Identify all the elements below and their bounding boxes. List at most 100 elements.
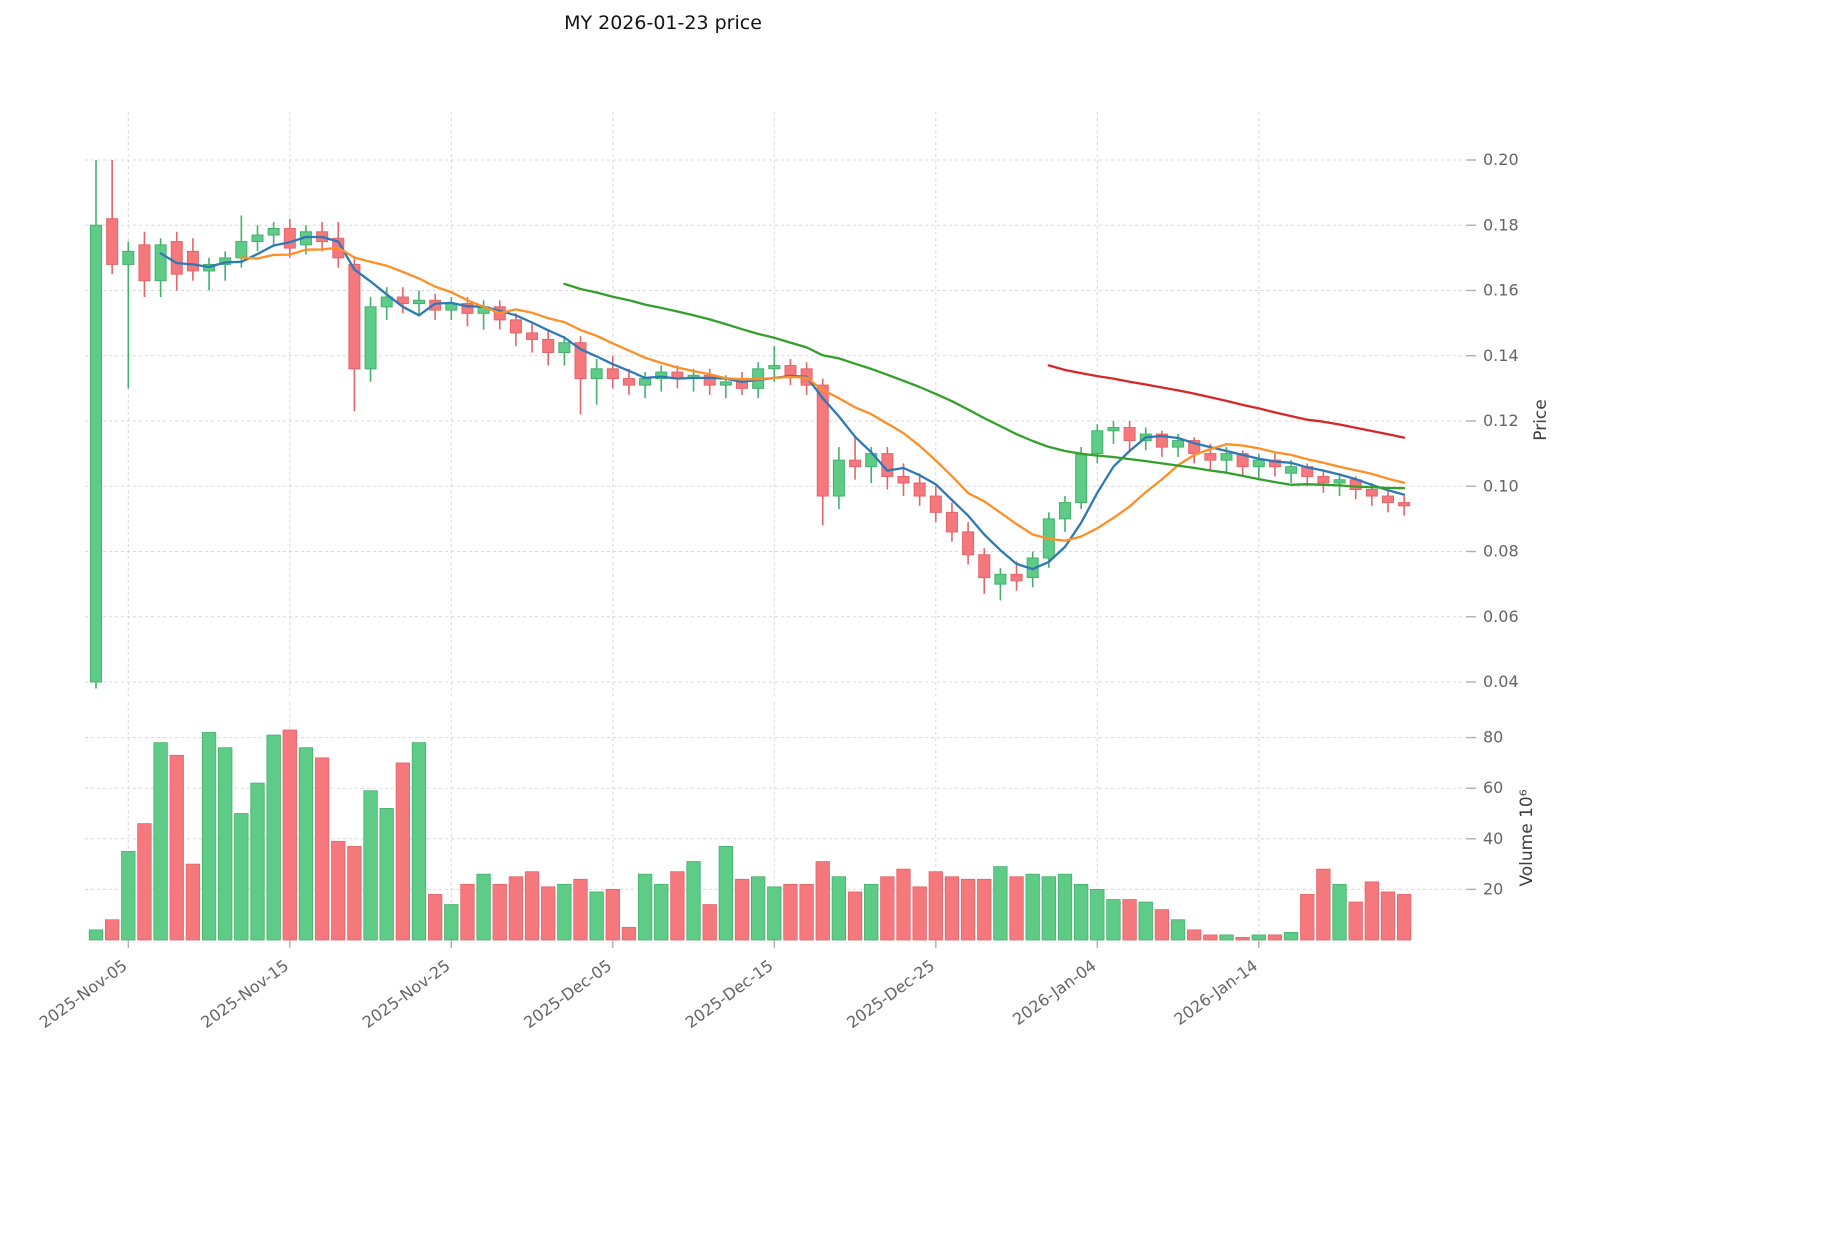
volume-bar bbox=[654, 883, 669, 941]
date-tick-label: 2026-Jan-04 bbox=[1009, 956, 1100, 1029]
volume-bar bbox=[1090, 889, 1105, 941]
candle-body bbox=[1236, 453, 1249, 468]
volume-bar bbox=[960, 878, 976, 941]
candle-body bbox=[1285, 466, 1298, 474]
volume-bar bbox=[912, 886, 927, 941]
price-tick-label: 0.08 bbox=[1483, 542, 1519, 561]
candle-body bbox=[413, 299, 425, 305]
candle-body bbox=[1123, 427, 1136, 442]
volume-bar bbox=[670, 871, 685, 941]
candle-body bbox=[913, 482, 926, 497]
candle-body bbox=[849, 459, 862, 468]
candle-body bbox=[154, 244, 167, 282]
candle-body bbox=[897, 475, 910, 484]
volume-bar bbox=[234, 813, 249, 941]
candle-body bbox=[283, 228, 296, 249]
candle-body bbox=[768, 365, 781, 370]
volume-bar bbox=[460, 883, 475, 941]
candle-body bbox=[1382, 495, 1394, 504]
volume-bar bbox=[799, 883, 814, 941]
date-tick-label: 2025-Nov-15 bbox=[197, 956, 292, 1032]
volume-bar bbox=[1074, 883, 1089, 941]
volume-bar bbox=[169, 754, 184, 941]
volume-bar bbox=[1041, 876, 1056, 941]
candle-body bbox=[1155, 433, 1168, 448]
candle-body bbox=[639, 378, 652, 386]
volume-bar bbox=[1138, 901, 1153, 941]
candle-body bbox=[719, 381, 732, 386]
candle-body bbox=[186, 250, 199, 272]
volume-bar bbox=[1251, 934, 1266, 941]
date-tick-label: 2025-Nov-25 bbox=[359, 956, 454, 1032]
volume-bar bbox=[1025, 873, 1040, 941]
volume-bar bbox=[589, 891, 604, 941]
volume-bar bbox=[767, 886, 782, 941]
volume-bar bbox=[524, 871, 540, 941]
volume-bar bbox=[1187, 929, 1202, 941]
candle-body bbox=[122, 250, 135, 265]
price-tick-label: 0.20 bbox=[1483, 150, 1519, 169]
volume-bar bbox=[266, 734, 281, 941]
candle-body bbox=[1172, 440, 1185, 448]
ma-lines bbox=[159, 235, 1406, 571]
candle-body bbox=[1268, 459, 1281, 468]
volume-bar bbox=[185, 863, 201, 941]
candle-body bbox=[1317, 475, 1330, 484]
candle-body bbox=[380, 296, 393, 308]
candle-body bbox=[429, 299, 442, 311]
volume-bar bbox=[1283, 932, 1299, 941]
volume-bar bbox=[250, 782, 265, 941]
volume-bar bbox=[541, 886, 556, 941]
candle-body bbox=[542, 338, 555, 353]
volume-bar bbox=[492, 883, 507, 941]
candle-body bbox=[622, 378, 635, 386]
volume-bar bbox=[734, 878, 750, 941]
date-tick-label: 2025-Nov-05 bbox=[36, 956, 131, 1032]
candle-body bbox=[978, 554, 991, 579]
candle-body bbox=[655, 371, 668, 380]
price-tick-label: 0.10 bbox=[1483, 476, 1519, 495]
volume-bar bbox=[1397, 894, 1412, 941]
volume-bar bbox=[1332, 883, 1347, 941]
price-tick-label: 0.16 bbox=[1483, 281, 1519, 300]
date-tick-label: 2025-Dec-05 bbox=[520, 956, 615, 1032]
candle-body bbox=[1188, 440, 1201, 455]
volume-bar bbox=[1300, 894, 1315, 941]
candle-body bbox=[784, 365, 797, 376]
ma-line-sma5 bbox=[159, 235, 1406, 571]
volume-bar bbox=[363, 790, 378, 941]
candle-body bbox=[235, 241, 248, 259]
volume-bar bbox=[1316, 868, 1331, 941]
volume-bar bbox=[637, 873, 653, 941]
candle-body bbox=[170, 241, 183, 275]
ma-line-sma30 bbox=[563, 282, 1406, 490]
volume-bar bbox=[1380, 891, 1396, 941]
volume-bar bbox=[298, 747, 314, 941]
volume-bar bbox=[718, 845, 733, 941]
candle-body bbox=[816, 384, 829, 497]
volume-bar bbox=[1219, 934, 1234, 941]
candle-body bbox=[558, 342, 571, 353]
volume-bar bbox=[928, 871, 943, 941]
volume-bar bbox=[1267, 934, 1283, 941]
chart-title: MY 2026-01-23 price bbox=[564, 12, 762, 34]
candles bbox=[90, 160, 1411, 689]
volume-bar bbox=[702, 904, 717, 941]
candle-body bbox=[945, 511, 958, 533]
volume-bar bbox=[411, 742, 427, 941]
candle-body bbox=[929, 495, 942, 513]
candle-body bbox=[1091, 430, 1104, 455]
volume-bar bbox=[815, 861, 830, 941]
volume-bar bbox=[896, 868, 911, 941]
volume-bars bbox=[88, 729, 1412, 941]
volume-bar bbox=[347, 845, 362, 941]
ma-line-sma60 bbox=[1047, 364, 1406, 439]
volume-bar bbox=[1364, 881, 1379, 941]
volume-bar bbox=[993, 866, 1008, 941]
volume-bar bbox=[751, 876, 766, 941]
volume-bar bbox=[427, 894, 443, 941]
volume-bar bbox=[331, 840, 346, 941]
volume-bar bbox=[282, 729, 297, 941]
